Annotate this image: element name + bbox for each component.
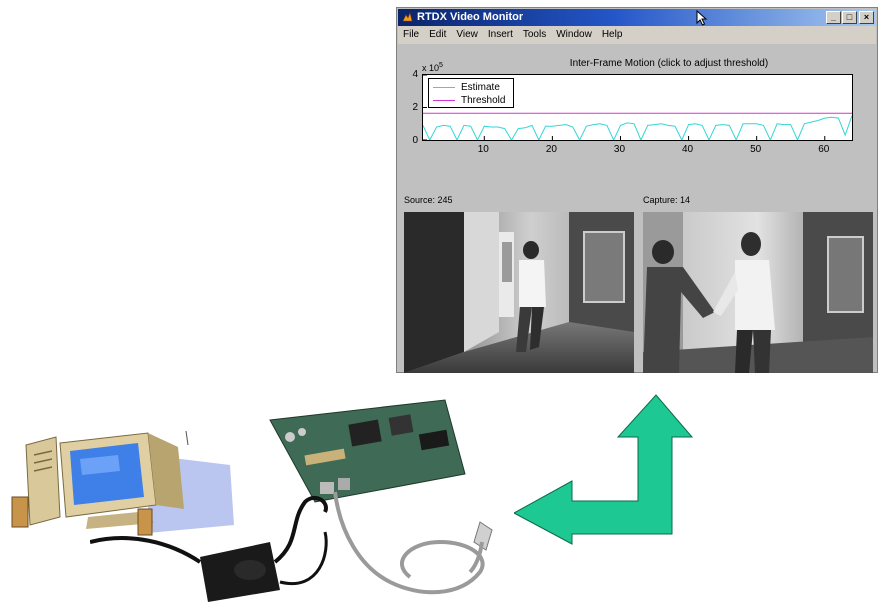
y-tick-label: 0 [412, 135, 418, 146]
plot-legend: Estimate Threshold [428, 78, 514, 108]
motion-plot[interactable] [423, 75, 852, 140]
menu-bar: File Edit View Insert Tools Window Help [398, 26, 876, 44]
menu-help[interactable]: Help [601, 29, 623, 40]
menu-insert[interactable]: Insert [487, 29, 513, 40]
menu-edit[interactable]: Edit [429, 29, 447, 40]
menu-tools[interactable]: Tools [522, 29, 547, 40]
legend-swatch-threshold [433, 100, 455, 101]
legend-label-threshold: Threshold [461, 95, 506, 106]
y-exponent-label: x 105 [422, 62, 443, 73]
data-flow-arrow-icon [514, 394, 694, 545]
series-line-estimate [423, 115, 852, 140]
title-bar[interactable]: RTDX Video Monitor _ □ × [398, 9, 876, 26]
legend-entry-estimate: Estimate [429, 81, 513, 94]
menu-file[interactable]: File [403, 29, 420, 40]
legend-swatch-estimate [433, 87, 455, 88]
rtdx-video-monitor-window[interactable]: RTDX Video Monitor _ □ × File Edit View … [396, 7, 878, 373]
y-tick-label: 2 [412, 102, 418, 113]
matlab-icon [402, 12, 413, 22]
capture-frame-label: Capture: 14 [643, 195, 691, 205]
y-exponent-base: x 10 [422, 63, 440, 73]
x-tick-label: 60 [818, 144, 830, 155]
x-tick-label: 20 [545, 144, 557, 155]
plot-title: Inter-Frame Motion (click to adjust thre… [569, 58, 769, 69]
menu-window[interactable]: Window [556, 29, 592, 40]
y-exponent-power: 5 [439, 62, 443, 69]
dsp-board-kit-icon [90, 399, 493, 602]
legend-entry-threshold: Threshold [429, 94, 513, 107]
source-video-frame [404, 212, 634, 373]
y-tick-label: 4 [412, 69, 418, 80]
legend-label-estimate: Estimate [461, 82, 500, 93]
menu-view[interactable]: View [456, 29, 478, 40]
window-title: RTDX Video Monitor [417, 11, 524, 23]
x-tick-label: 30 [613, 144, 626, 155]
x-tick-label: 40 [682, 144, 694, 155]
source-frame-label: Source: 245 [404, 195, 453, 205]
close-button[interactable]: × [859, 11, 874, 24]
minimize-button[interactable]: _ [826, 11, 841, 24]
mouse-cursor-icon [696, 10, 708, 26]
x-tick-label: 10 [477, 144, 489, 155]
capture-video-frame [643, 212, 873, 373]
x-tick-label: 50 [750, 144, 762, 155]
figure-area: Inter-Frame Motion (click to adjust thre… [398, 44, 876, 373]
maximize-button[interactable]: □ [842, 11, 857, 24]
host-computer-icon [11, 430, 234, 536]
